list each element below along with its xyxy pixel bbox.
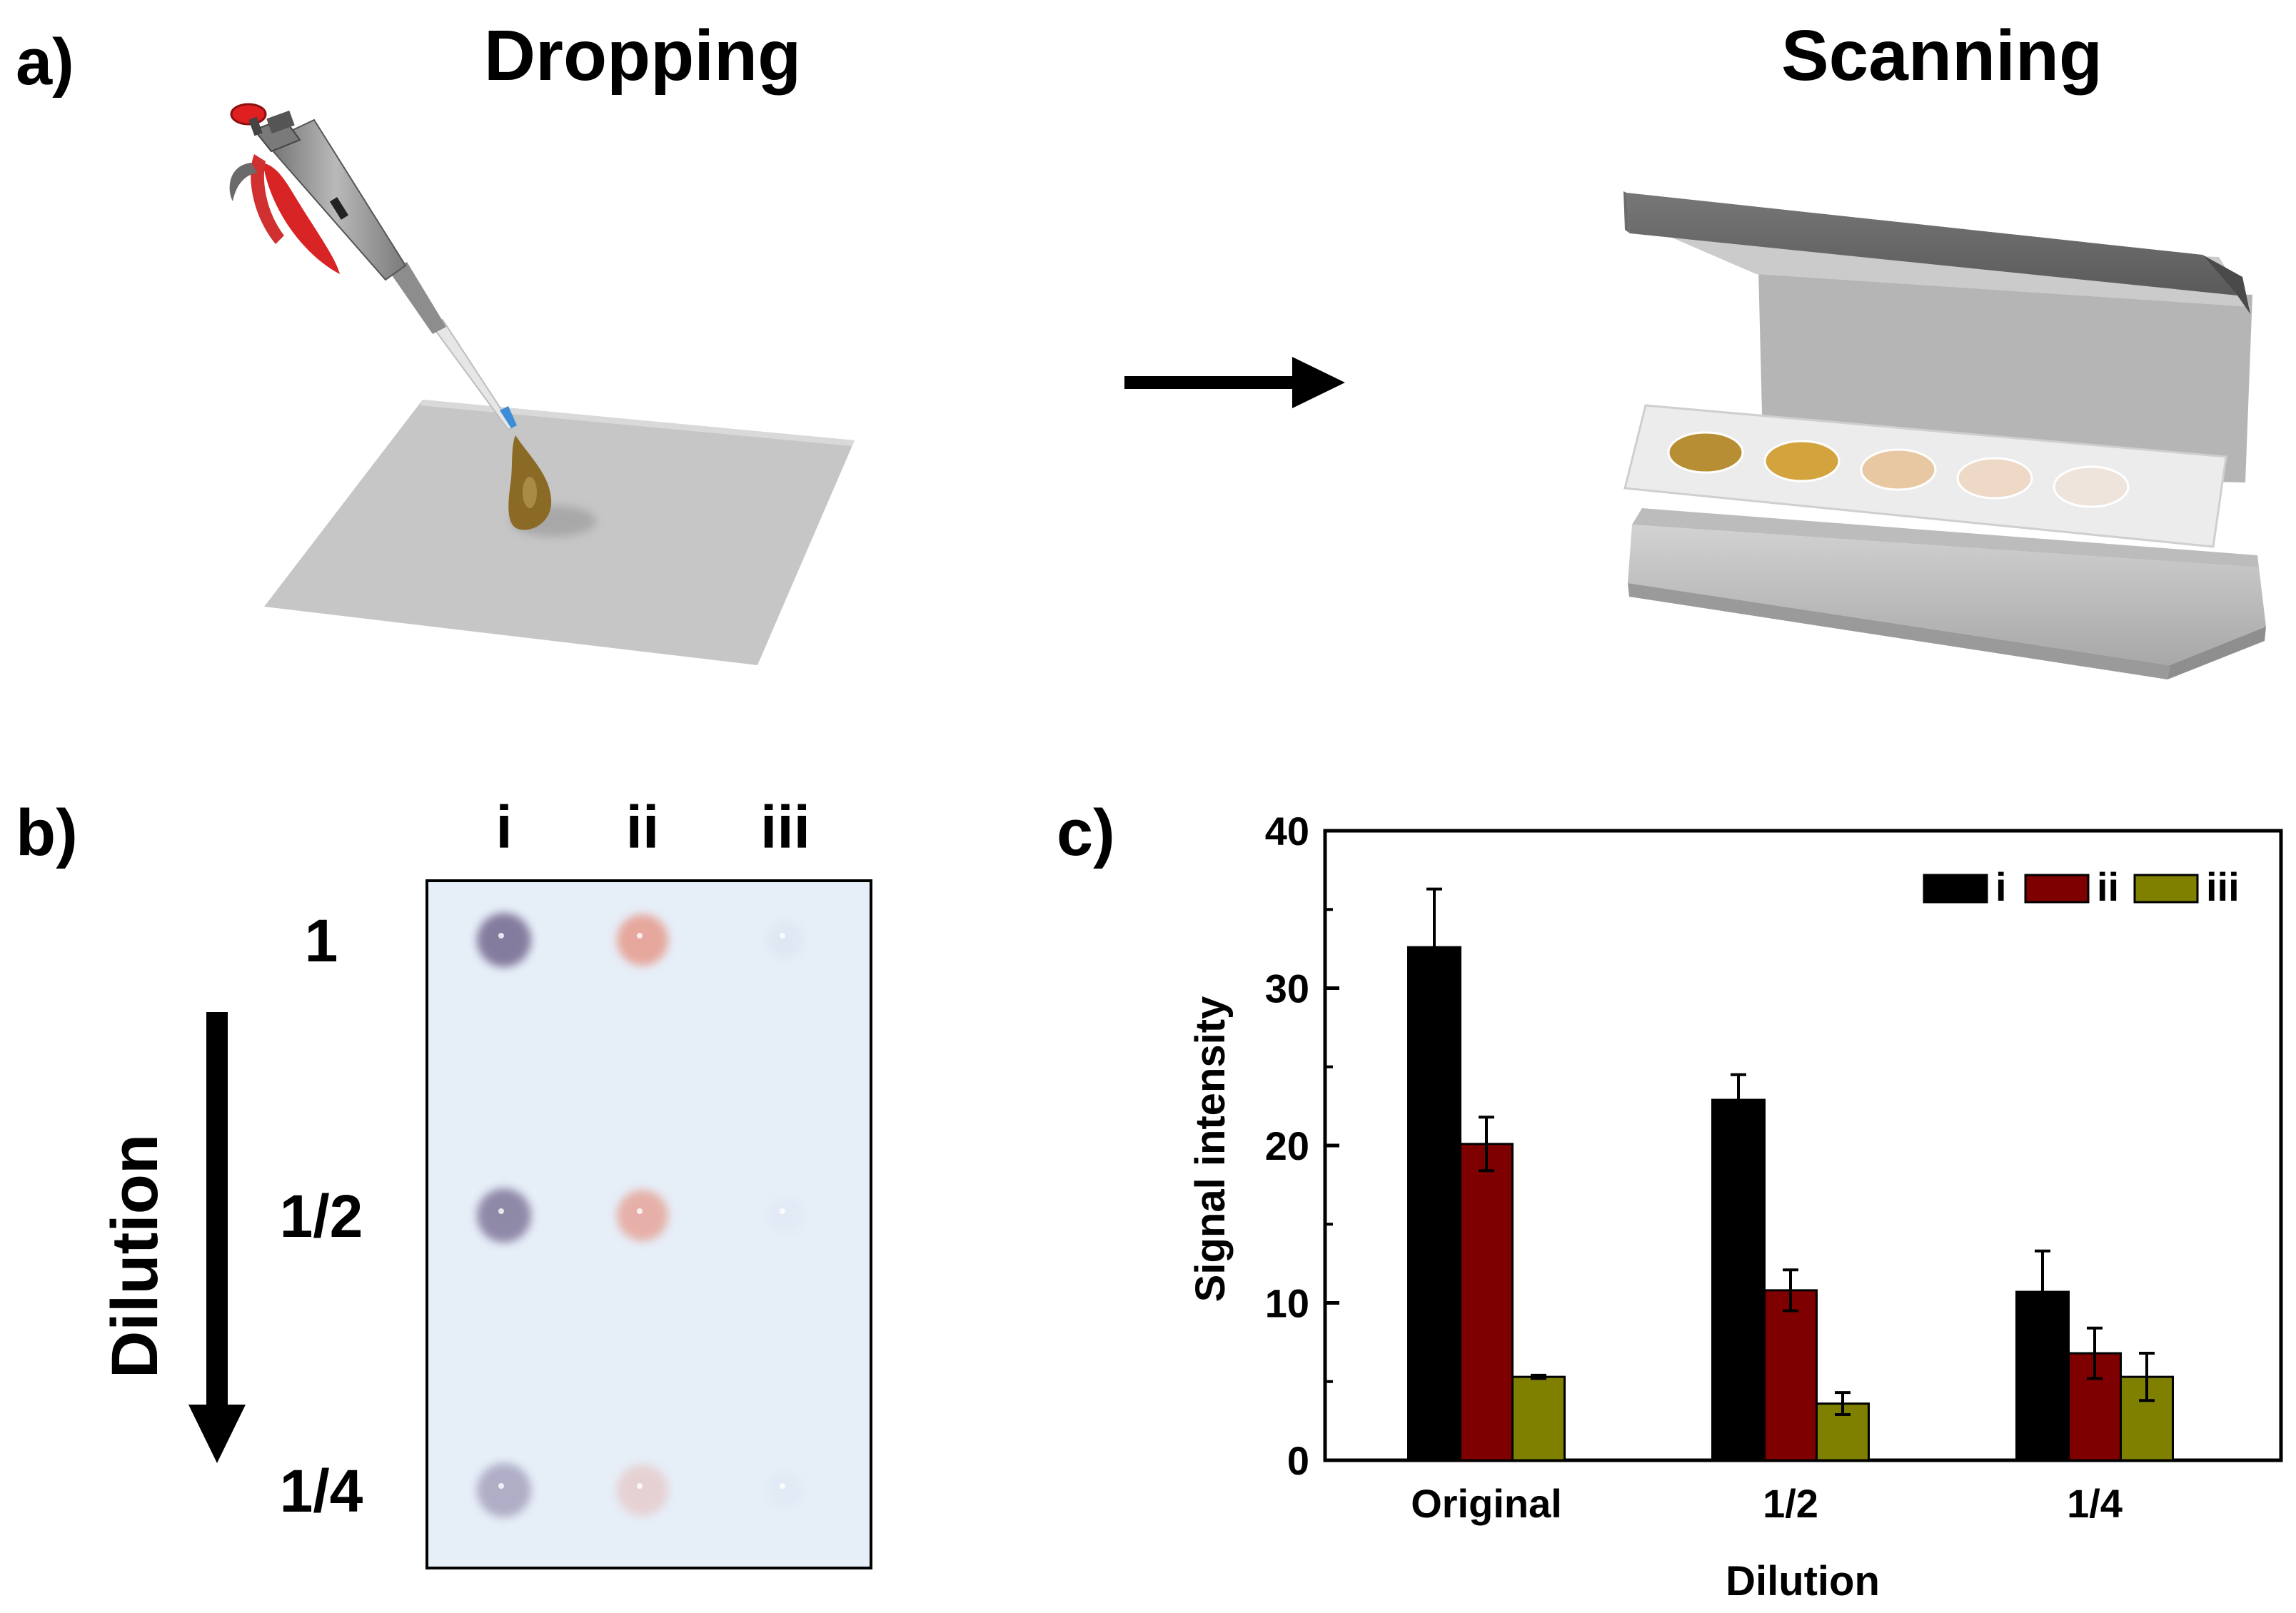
y-tick-label: 20 — [1265, 1123, 1309, 1168]
dropping-title: Dropping — [484, 16, 801, 96]
blot-spot-highlight — [498, 1208, 504, 1214]
paper-sheet-illustration — [264, 400, 855, 665]
panel-a: a) Dropping Scanning — [16, 16, 2266, 679]
legend-label: ii — [2097, 864, 2119, 909]
pipette-illustration — [229, 103, 517, 431]
bar-ii — [1763, 1289, 1818, 1462]
scanner-spots — [1667, 431, 2130, 508]
panel-b-label: b) — [16, 797, 78, 869]
blot-spot-highlight — [780, 1208, 785, 1214]
legend-swatch-i — [1923, 874, 1988, 904]
blot-spot-highlight — [780, 933, 785, 939]
panel-a-label: a) — [16, 26, 74, 98]
blot-spot-highlight — [637, 1208, 643, 1214]
y-tick-label: 10 — [1265, 1281, 1309, 1326]
blot-spot — [767, 921, 804, 959]
x-tick-label: 1/2 — [1763, 1481, 1818, 1526]
row-labels: 1 1/2 1/4 — [280, 907, 363, 1524]
y-tick-label: 0 — [1287, 1438, 1309, 1483]
x-axis-label: Dilution — [1726, 1558, 1880, 1604]
bar-ii — [1459, 1143, 1514, 1462]
panel-b: b) i ii iii 11/21/4 Dilution — [16, 794, 872, 1569]
y-axis-label: Signal intensity — [1187, 996, 1234, 1303]
blot-spot — [477, 1188, 531, 1243]
panel-c-label: c) — [1057, 797, 1115, 869]
row-label: 1/2 — [280, 1183, 363, 1250]
blot-spot — [617, 1465, 668, 1516]
blot-spot-highlight — [780, 1483, 785, 1489]
column-label: i — [495, 794, 512, 861]
row-label: 1/4 — [280, 1457, 363, 1524]
blot-spot-highlight — [637, 933, 643, 939]
blot-spot — [767, 1472, 804, 1509]
dilution-arrow-label: Dilution — [99, 1134, 171, 1378]
process-arrow — [1124, 357, 1345, 408]
legend-swatch-iii — [2133, 874, 2199, 904]
sample-drop-illustration — [508, 435, 552, 530]
dilution-arrow — [188, 1012, 246, 1463]
blot-spot-highlight — [498, 1483, 504, 1489]
column-label: iii — [760, 794, 810, 861]
scanner-spot — [1763, 440, 1841, 482]
y-tick-label: 30 — [1265, 966, 1309, 1011]
scanner-illustration — [1623, 191, 2266, 679]
bar-i — [1711, 1098, 1766, 1462]
blot-spot — [477, 1463, 531, 1517]
scanner-spot — [2053, 465, 2130, 508]
bar-i — [1407, 946, 1461, 1462]
row-label: 1 — [305, 907, 338, 974]
blot-spot — [767, 1197, 804, 1234]
legend: i ii iii — [1923, 864, 2240, 909]
legend-label: iii — [2206, 864, 2240, 909]
scanner-spot — [1860, 448, 1937, 491]
legend-label: i — [1995, 864, 2007, 909]
blot-spot — [617, 914, 668, 966]
scanning-title: Scanning — [1781, 16, 2103, 96]
blot-spot-highlight — [637, 1483, 643, 1489]
blot-spot-highlight — [498, 933, 504, 939]
scanner-spot — [1956, 457, 2033, 500]
blot-spot — [617, 1190, 668, 1241]
x-tick-label: 1/4 — [2067, 1481, 2123, 1526]
x-tick-label: Original — [1411, 1481, 1562, 1526]
scanner-spot — [1667, 431, 1744, 474]
blot-spot — [477, 913, 531, 967]
dot-blot-spots — [477, 913, 804, 1517]
column-labels: i ii iii — [495, 794, 810, 861]
column-label: ii — [626, 794, 660, 861]
bar-iii — [1511, 1375, 1566, 1462]
y-tick-label: 40 — [1265, 809, 1309, 854]
legend-swatch-ii — [2024, 874, 2090, 904]
